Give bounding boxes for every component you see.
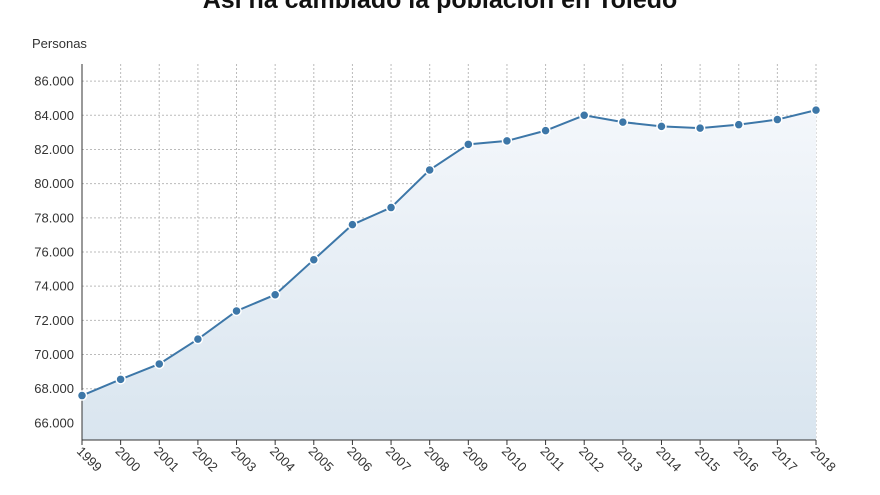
- data-point: [694, 122, 706, 134]
- data-point: [617, 116, 629, 128]
- y-tick-label: 68.000: [34, 381, 74, 396]
- y-tick-label: 80.000: [34, 176, 74, 191]
- axes: [81, 64, 817, 445]
- y-tick-label: 72.000: [34, 313, 74, 328]
- y-tick-label: 70.000: [34, 347, 74, 362]
- data-point: [269, 289, 281, 300]
- x-tick-label: 2010: [499, 444, 530, 475]
- x-tick-label: 2000: [113, 444, 144, 475]
- x-tick-label: 2005: [306, 444, 337, 475]
- y-axis-label: Personas: [32, 36, 87, 51]
- data-points: [76, 104, 822, 401]
- data-point: [231, 305, 242, 317]
- data-point: [154, 358, 165, 370]
- y-tick-label: 86.000: [34, 74, 74, 89]
- x-tick-label: 2012: [576, 444, 607, 475]
- x-tick-label: 2018: [808, 444, 839, 475]
- y-tick-label: 66.000: [34, 415, 74, 430]
- x-tick-label: 2011: [537, 444, 567, 474]
- x-tick-label: 2007: [383, 444, 414, 475]
- x-tick-label: 2008: [422, 444, 453, 475]
- x-tick-label: 1999: [74, 444, 105, 475]
- data-point: [424, 164, 435, 176]
- data-point: [540, 125, 551, 136]
- x-tick-label: 2002: [190, 444, 221, 475]
- x-tick-labels: 1999 2000 2001 2002 2003 2004 2005 2006 2007 2008…: [74, 444, 839, 475]
- series-line: [81, 109, 817, 397]
- data-point: [578, 110, 590, 121]
- data-point: [192, 333, 204, 345]
- x-tick-label: 2004: [267, 444, 298, 475]
- data-point: [347, 219, 358, 230]
- y-tick-label: 74.000: [34, 279, 74, 294]
- data-point: [463, 139, 474, 150]
- chart-title: Así ha cambiado la población en Toledo: [202, 0, 678, 14]
- x-tick-label: 2017: [769, 444, 800, 475]
- data-point: [501, 135, 513, 147]
- x-tick-label: 2015: [692, 444, 723, 475]
- x-tick-label: 2009: [460, 444, 491, 475]
- data-point: [810, 104, 822, 116]
- x-tick-label: 2003: [228, 444, 259, 475]
- data-point: [733, 119, 744, 130]
- y-tick-label: 76.000: [34, 245, 74, 260]
- x-tick-label: 2016: [731, 444, 762, 475]
- data-point: [656, 121, 667, 132]
- y-tick-label: 82.000: [34, 142, 74, 157]
- data-point: [385, 202, 397, 213]
- x-tick-label: 2006: [344, 444, 375, 475]
- x-tick-label: 2001: [151, 444, 182, 475]
- y-tick-labels: 66.000 68.000 70.000 72.000 74.000 76.000 78.0…: [34, 74, 74, 431]
- data-point: [76, 390, 88, 401]
- area-fill: [82, 110, 816, 441]
- data-point: [308, 254, 320, 265]
- data-point: [772, 114, 783, 125]
- x-tick-label: 2013: [615, 444, 646, 475]
- data-point: [115, 374, 126, 385]
- x-tick-label: 2014: [653, 444, 684, 475]
- y-tick-label: 78.000: [34, 210, 74, 225]
- y-tick-label: 84.000: [34, 108, 74, 123]
